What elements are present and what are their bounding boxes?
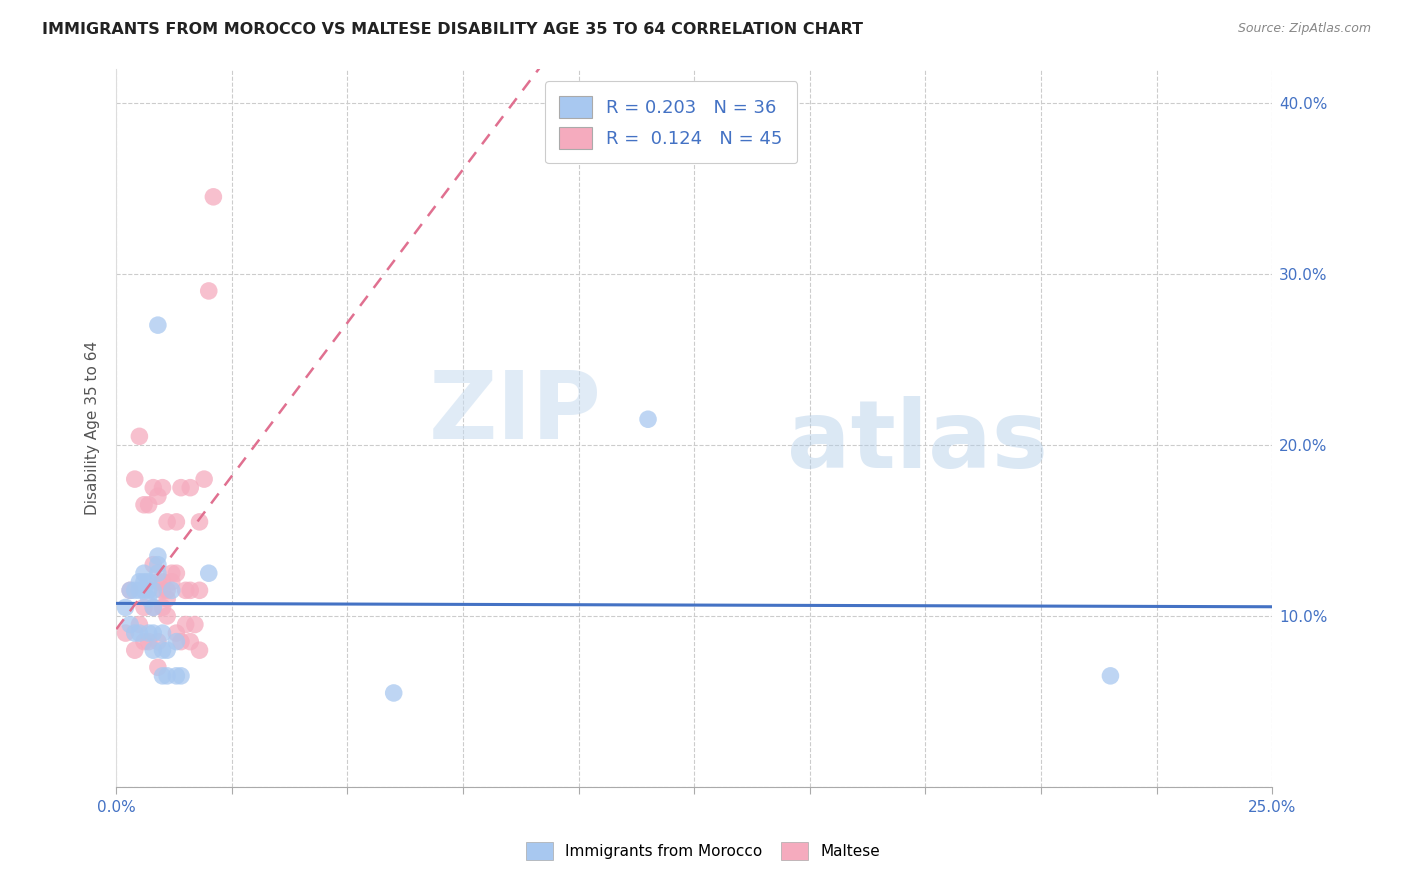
- Legend: Immigrants from Morocco, Maltese: Immigrants from Morocco, Maltese: [515, 831, 891, 871]
- Point: [146, 574, 169, 589]
- Point: [156, 609, 179, 624]
- Point: [142, 481, 165, 495]
- Point: [142, 600, 165, 615]
- Point: [138, 574, 160, 589]
- Point: [114, 626, 136, 640]
- Point: [138, 583, 160, 598]
- Point: [197, 284, 219, 298]
- Point: [128, 583, 150, 598]
- Point: [179, 583, 201, 598]
- Point: [165, 515, 187, 529]
- Point: [160, 583, 183, 598]
- Point: [170, 634, 193, 648]
- Point: [146, 558, 169, 572]
- Text: Source: ZipAtlas.com: Source: ZipAtlas.com: [1237, 22, 1371, 36]
- Point: [179, 634, 201, 648]
- Point: [160, 566, 183, 581]
- Point: [142, 643, 165, 657]
- Point: [142, 583, 165, 598]
- Point: [132, 583, 155, 598]
- Point: [152, 583, 174, 598]
- Point: [132, 566, 155, 581]
- Point: [146, 549, 169, 563]
- Point: [132, 498, 155, 512]
- Point: [152, 626, 174, 640]
- Point: [128, 626, 150, 640]
- Point: [120, 617, 142, 632]
- Point: [156, 583, 179, 598]
- Point: [146, 634, 169, 648]
- Point: [124, 626, 146, 640]
- Point: [138, 591, 160, 606]
- Point: [152, 600, 174, 615]
- Point: [152, 643, 174, 657]
- Point: [124, 583, 146, 598]
- Legend: R = 0.203   N = 36, R =  0.124   N = 45: R = 0.203 N = 36, R = 0.124 N = 45: [546, 81, 797, 163]
- Point: [146, 318, 169, 333]
- Point: [170, 669, 193, 683]
- Point: [128, 429, 150, 443]
- Point: [156, 669, 179, 683]
- Point: [132, 600, 155, 615]
- Point: [146, 489, 169, 503]
- Point: [188, 643, 211, 657]
- Point: [120, 583, 142, 598]
- Point: [165, 566, 187, 581]
- Point: [138, 498, 160, 512]
- Point: [1099, 669, 1122, 683]
- Point: [202, 190, 225, 204]
- Point: [142, 558, 165, 572]
- Text: ZIP: ZIP: [429, 368, 602, 459]
- Point: [152, 574, 174, 589]
- Point: [197, 566, 219, 581]
- Y-axis label: Disability Age 35 to 64: Disability Age 35 to 64: [86, 341, 100, 515]
- Point: [128, 574, 150, 589]
- Point: [124, 643, 146, 657]
- Point: [152, 669, 174, 683]
- Point: [156, 515, 179, 529]
- Point: [170, 481, 193, 495]
- Point: [165, 634, 187, 648]
- Point: [152, 481, 174, 495]
- Point: [146, 660, 169, 674]
- Point: [160, 574, 183, 589]
- Point: [174, 583, 197, 598]
- Point: [132, 574, 155, 589]
- Point: [120, 583, 142, 598]
- Point: [138, 634, 160, 648]
- Point: [156, 591, 179, 606]
- Point: [114, 600, 136, 615]
- Point: [128, 617, 150, 632]
- Point: [382, 686, 405, 700]
- Point: [156, 643, 179, 657]
- Point: [193, 472, 215, 486]
- Point: [184, 617, 207, 632]
- Point: [179, 481, 201, 495]
- Point: [132, 634, 155, 648]
- Point: [637, 412, 659, 426]
- Text: atlas: atlas: [787, 396, 1047, 488]
- Point: [124, 472, 146, 486]
- Point: [142, 626, 165, 640]
- Point: [165, 626, 187, 640]
- Point: [165, 669, 187, 683]
- Point: [174, 617, 197, 632]
- Point: [138, 626, 160, 640]
- Point: [188, 583, 211, 598]
- Point: [146, 566, 169, 581]
- Point: [142, 600, 165, 615]
- Point: [188, 515, 211, 529]
- Text: IMMIGRANTS FROM MOROCCO VS MALTESE DISABILITY AGE 35 TO 64 CORRELATION CHART: IMMIGRANTS FROM MOROCCO VS MALTESE DISAB…: [42, 22, 863, 37]
